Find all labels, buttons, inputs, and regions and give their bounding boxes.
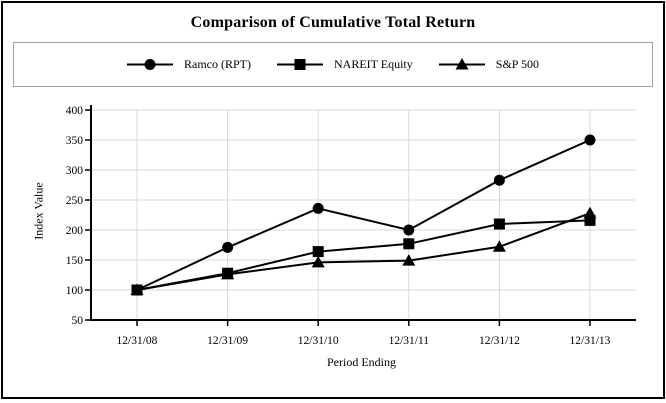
- marker-nareit-equity-12-31-08: [131, 284, 143, 296]
- triangle-marker-icon: [438, 58, 485, 70]
- marker-ramco-rpt-12-31-12: [493, 174, 505, 186]
- marker-ramco-rpt-12-31-09: [222, 241, 234, 253]
- y-tick-label-400: 400: [66, 105, 84, 117]
- y-tick-label-150: 150: [66, 255, 84, 267]
- y-tick-label-300: 300: [66, 165, 84, 177]
- marker-s-p-500-12-31-11: [402, 254, 416, 266]
- series-line-nareit-equity: [136, 219, 591, 291]
- marker-ramco-rpt-12-31-11: [403, 224, 415, 236]
- x-tick-label-12-31-09: 12/31/09: [207, 335, 248, 347]
- square-marker-icon: [276, 59, 323, 70]
- y-tick-label-350: 350: [66, 135, 84, 147]
- x-tick-label-12-31-10: 12/31/10: [298, 335, 339, 347]
- x-tick-label-12-31-13: 12/31/13: [570, 335, 611, 347]
- x-tick-label-12-31-12: 12/31/12: [479, 335, 520, 347]
- y-tick-label-50: 50: [72, 315, 84, 327]
- y-tick-label-250: 250: [66, 195, 84, 207]
- marker-nareit-equity-12-31-12: [493, 218, 505, 230]
- marker-nareit-equity-12-31-13: [584, 214, 596, 226]
- series-line-ramco-rpt: [136, 139, 591, 291]
- legend: Ramco (RPT) NAREIT Equity S&P 500: [13, 42, 653, 87]
- marker-nareit-equity-12-31-10: [312, 246, 324, 258]
- legend-label-nareit-equity: NAREIT Equity: [333, 57, 413, 71]
- y-tick-label-200: 200: [66, 225, 84, 237]
- marker-ramco-rpt-12-31-10: [312, 202, 324, 214]
- legend-label-ramco-rpt: Ramco (RPT): [183, 57, 251, 71]
- marker-nareit-equity-12-31-11: [403, 238, 415, 250]
- circle-marker-icon: [126, 59, 173, 70]
- legend-item-s-p-500: S&P 500: [438, 57, 540, 72]
- legend-marker-ramco-rpt: [144, 59, 156, 70]
- marker-ramco-rpt-12-31-13: [584, 134, 596, 146]
- legend-marker-s-p-500: [455, 58, 469, 70]
- legend-item-ramco-rpt: Ramco (RPT): [126, 57, 251, 72]
- legend-marker-nareit-equity: [294, 59, 306, 70]
- chart-canvas: 50 100 150 200 250 300 350 400 12/31/08 12/31/09 1…: [66, 105, 636, 347]
- marker-nareit-equity-12-31-09: [222, 267, 234, 279]
- y-tick-label-100: 100: [66, 285, 84, 297]
- chart-title: Comparison of Cumulative Total Return: [190, 14, 476, 31]
- legend-item-nareit-equity: NAREIT Equity: [276, 57, 413, 72]
- x-tick-label-12-31-11: 12/31/11: [389, 335, 430, 347]
- marker-s-p-500-12-31-12: [492, 240, 506, 252]
- legend-label-s-p-500: S&P 500: [495, 57, 540, 71]
- x-tick-label-12-31-08: 12/31/08: [117, 335, 158, 347]
- x-axis-title: Period Ending: [327, 355, 396, 369]
- marker-s-p-500-12-31-10: [311, 255, 325, 268]
- y-axis-title: Index Value: [31, 182, 46, 240]
- series-line-s-p-500: [136, 212, 591, 291]
